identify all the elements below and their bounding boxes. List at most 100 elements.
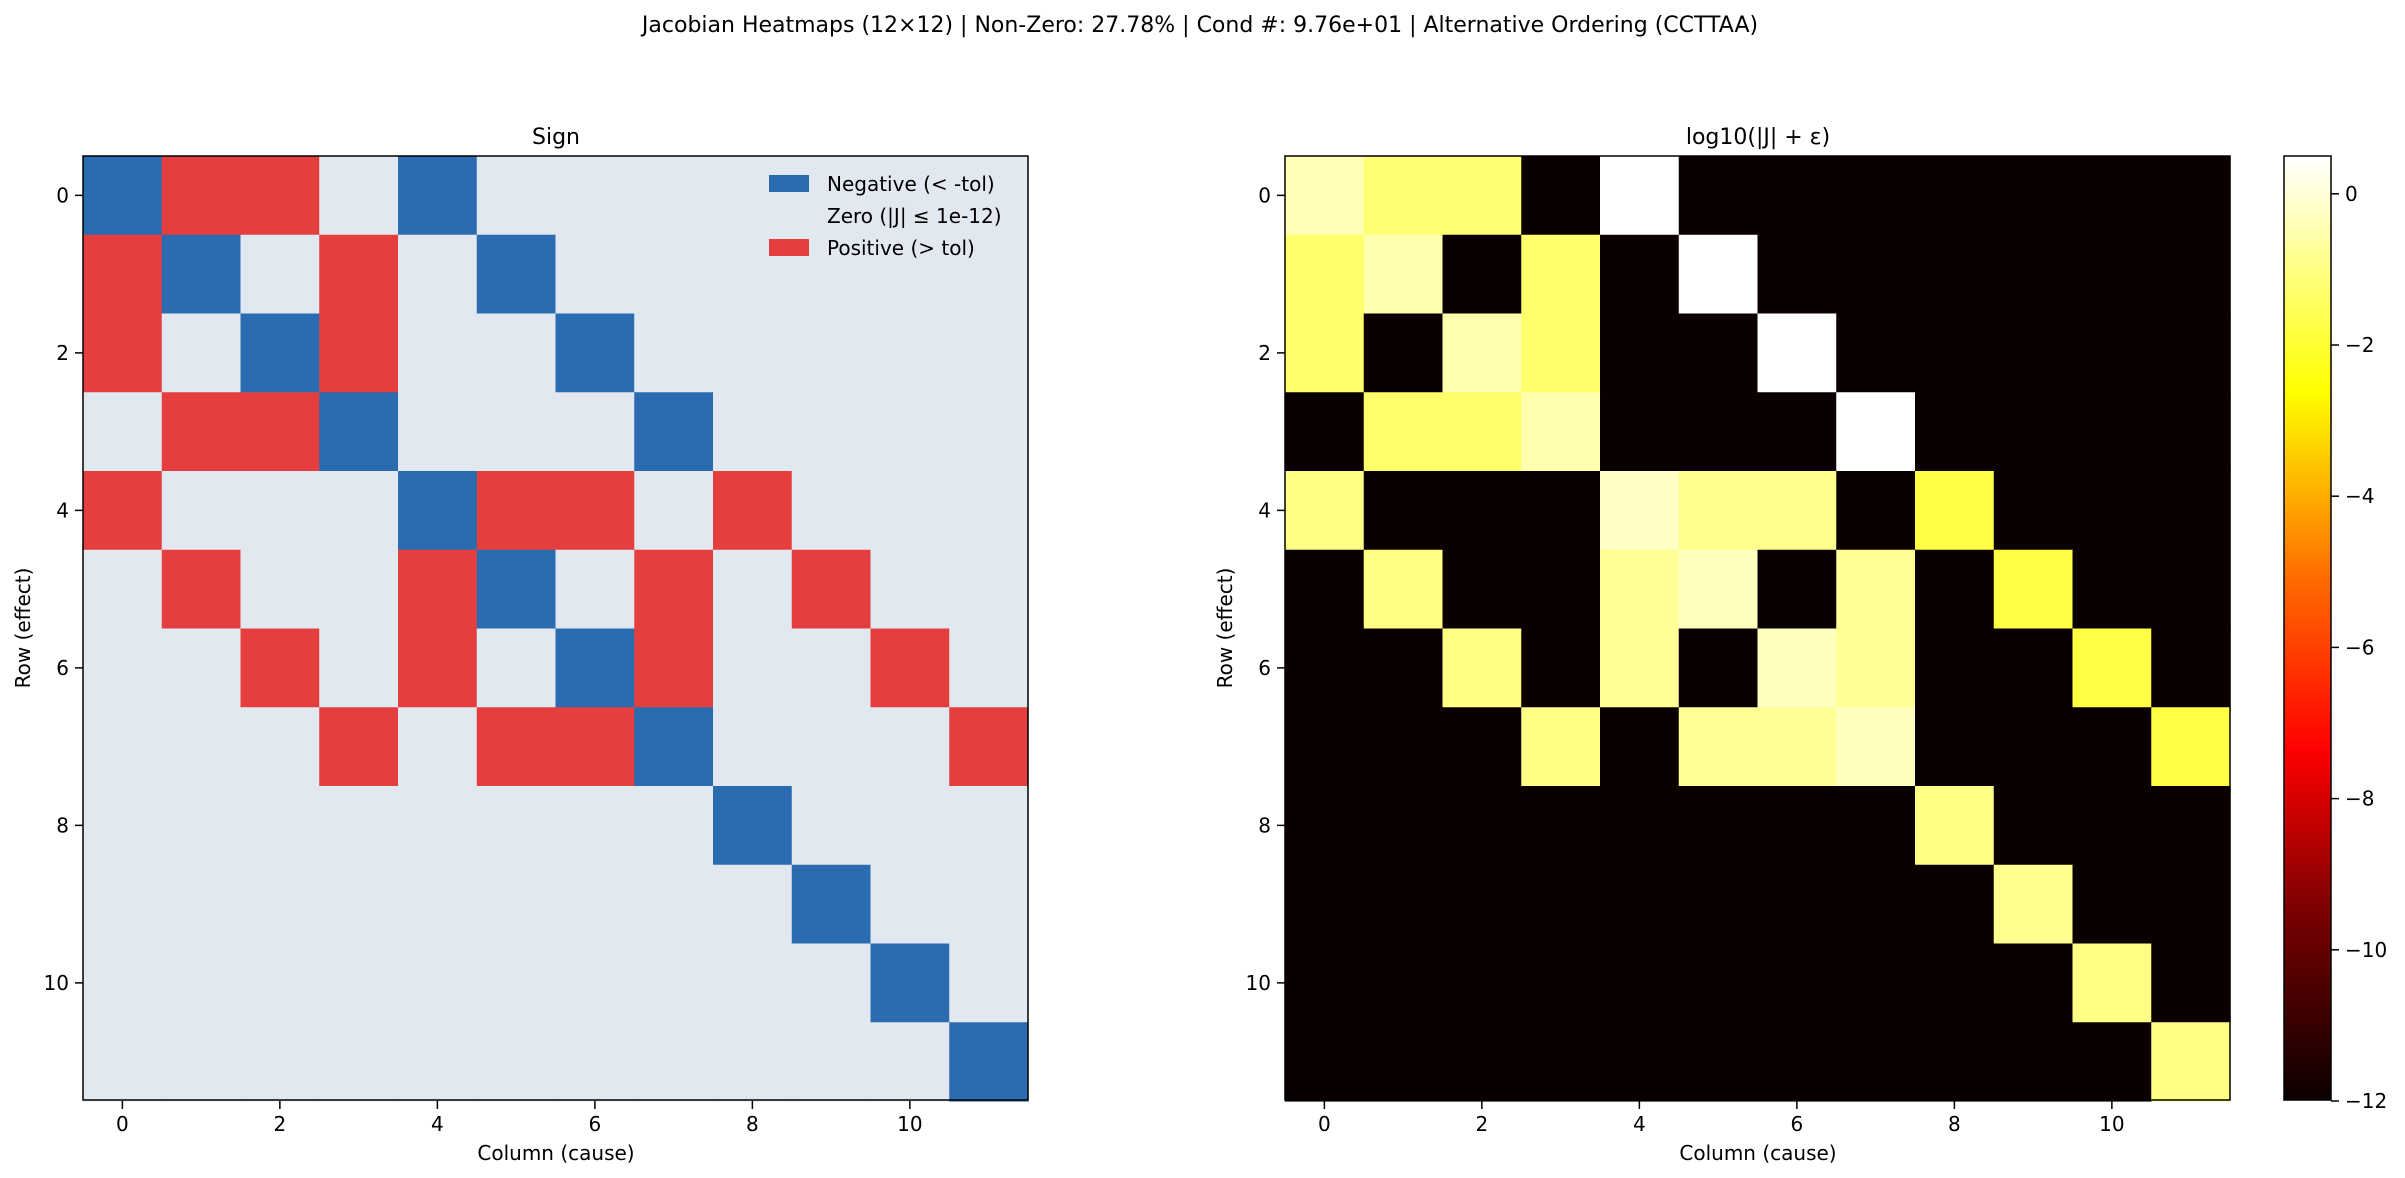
sign-cell xyxy=(398,864,478,945)
sign-cell xyxy=(319,628,399,708)
sign-panel: Sign 0 2 4 6 8 10 0 2 4 6 8 10 Column (cause) Row … xyxy=(11,125,1029,1165)
log-cell xyxy=(1836,786,1916,866)
log-cell xyxy=(1836,234,1916,315)
log-cell xyxy=(1363,549,1444,630)
sign-cell xyxy=(83,1022,163,1102)
sign-cell xyxy=(634,943,714,1023)
sign-cell xyxy=(83,786,163,866)
colorbar-tick-label: −2 xyxy=(2345,333,2374,357)
sign-cell xyxy=(555,628,635,708)
sign-cell xyxy=(870,471,950,551)
log-cell xyxy=(2072,549,2152,630)
sign-cell xyxy=(476,392,557,472)
legend-label-negative: Negative (< -tol) xyxy=(827,172,995,196)
log-cell xyxy=(2151,864,2231,945)
log-cell xyxy=(1521,392,1601,472)
log-cell xyxy=(1521,864,1601,945)
sign-cell xyxy=(476,864,557,945)
sign-title: Sign xyxy=(532,125,580,150)
sign-y-tick-label: 6 xyxy=(56,656,69,680)
colorbar-tick-label: −8 xyxy=(2345,787,2374,811)
log-cell xyxy=(1678,156,1759,236)
log-cell xyxy=(2151,471,2231,551)
log-cell xyxy=(1600,471,1680,551)
log-cell xyxy=(1915,707,1995,787)
sign-y-tick-label: 10 xyxy=(44,971,69,995)
log-cell xyxy=(1678,707,1759,787)
log-cell xyxy=(1993,156,2074,236)
sign-cell xyxy=(713,943,793,1023)
log-cell xyxy=(2151,628,2231,708)
log-cell xyxy=(1915,392,1995,472)
sign-cell xyxy=(634,864,714,945)
sign-cell xyxy=(161,707,242,787)
log-cell xyxy=(1363,471,1444,551)
sign-cell xyxy=(555,786,635,866)
sign-cell xyxy=(870,313,950,393)
sign-cell xyxy=(398,313,478,393)
sign-cell xyxy=(398,943,478,1023)
log-cell xyxy=(1600,628,1680,708)
sign-cell xyxy=(240,1022,320,1102)
log-cell xyxy=(2151,707,2231,787)
log-axes-frame xyxy=(1284,155,2231,1101)
sign-cell xyxy=(398,392,478,472)
log-cell xyxy=(1836,943,1916,1023)
log-cell xyxy=(1993,392,2074,472)
log-cell xyxy=(1757,471,1837,551)
log-cell xyxy=(1678,471,1759,551)
log-cell xyxy=(1993,313,2074,393)
log-xlabel: Column (cause) xyxy=(1679,1141,1836,1165)
log-cell xyxy=(1285,313,1365,393)
sign-cell xyxy=(555,156,635,236)
log-cell xyxy=(1836,1022,1916,1102)
colorbar-gradient xyxy=(2283,155,2332,1101)
sign-cell xyxy=(476,549,557,630)
log-cell xyxy=(1600,1022,1680,1102)
sign-cell xyxy=(398,707,478,787)
sign-cell xyxy=(240,628,320,708)
sign-cell xyxy=(949,943,1029,1023)
sign-cell xyxy=(83,471,163,551)
log-cell xyxy=(2072,471,2152,551)
log-x-tick-label: 6 xyxy=(1791,1112,1804,1136)
log-cell xyxy=(1521,943,1601,1023)
log-cell xyxy=(1993,943,2074,1023)
sign-cell xyxy=(240,707,320,787)
sign-cell xyxy=(713,471,793,551)
log-cell xyxy=(1915,864,1995,945)
figure-suptitle: Jacobian Heatmaps (12×12) | Non-Zero: 27… xyxy=(640,13,1758,38)
log-cell xyxy=(2151,234,2231,315)
log-cell xyxy=(1915,234,1995,315)
sign-ylabel: Row (effect) xyxy=(11,568,35,689)
sign-cell xyxy=(240,313,320,393)
log-cell xyxy=(1363,156,1444,236)
sign-y-tick-label: 2 xyxy=(56,341,69,365)
sign-cell xyxy=(634,313,714,393)
sign-cell xyxy=(713,549,793,630)
sign-cell xyxy=(161,549,242,630)
sign-cell xyxy=(398,549,478,630)
log-cell xyxy=(1285,943,1365,1023)
log-cell xyxy=(1678,313,1759,393)
sign-axes-frame xyxy=(82,155,1029,1101)
log-cell xyxy=(1757,549,1837,630)
log-cell xyxy=(1521,156,1601,236)
sign-cell xyxy=(870,628,950,708)
log-cell xyxy=(1442,313,1522,393)
log-cell xyxy=(1363,707,1444,787)
sign-cell xyxy=(949,392,1029,472)
log-cell xyxy=(1915,549,1995,630)
sign-cell xyxy=(476,471,557,551)
log-cell xyxy=(1442,943,1522,1023)
log-x-tick-label: 10 xyxy=(2099,1112,2124,1136)
log-y-tick-label: 10 xyxy=(1246,971,1271,995)
sign-cell xyxy=(555,943,635,1023)
log-cell xyxy=(2151,313,2231,393)
log-cell xyxy=(1757,392,1837,472)
sign-cell xyxy=(713,628,793,708)
sign-cell xyxy=(949,1022,1029,1102)
sign-cell xyxy=(319,471,399,551)
colorbar-tick-label: −4 xyxy=(2345,484,2374,508)
log-cell xyxy=(1678,786,1759,866)
